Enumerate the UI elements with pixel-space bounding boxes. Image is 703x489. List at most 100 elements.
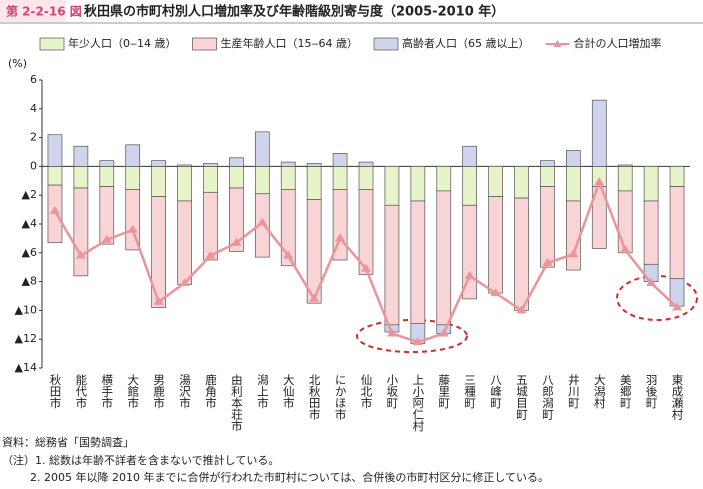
x-tick-label: 仙北市 [360,374,374,409]
x-tick-label: 八郎潟町 [541,374,555,420]
marker [309,293,320,302]
y-tick-label: ▲4 [22,217,37,230]
x-tick-label: にかほ市 [334,374,348,421]
bar [73,166,89,189]
legend-label: 合計の人口増加率 [574,36,662,50]
bar [73,145,89,167]
bar [617,166,633,192]
bar [643,200,659,265]
legend-swatch [192,37,217,51]
note: 2. 2005 年以降 2010 年までに合併が行われた市町村については、合併後… [30,470,549,484]
bar [254,166,270,195]
x-tick-label: 上小阿仁村 [411,374,425,432]
highlight [356,319,468,353]
x-tick-label: 美郷町 [619,373,633,408]
bar [591,186,607,249]
y-tick-label: ▲12 [15,332,37,345]
bar [410,166,426,202]
x-tick-label: 大潟村 [593,373,607,408]
x-tick-label: 秋田市 [48,373,62,409]
bar [203,166,218,193]
legend-swatch [373,37,399,51]
x-tick-label: 羽後町 [645,374,659,409]
bar [540,166,555,187]
bar [514,197,529,311]
bar [151,166,166,197]
marker [438,328,449,337]
bar [151,196,166,308]
x-tick-label: 三種町 [463,374,477,409]
bar [177,200,192,285]
bar [203,191,218,261]
bar [358,161,374,167]
y-unit: (%) [8,57,27,70]
y-tick-label: 2 [30,131,37,144]
bar [99,166,115,187]
bar [514,166,529,199]
bar [306,199,322,304]
bar [488,196,503,294]
marker [153,296,164,305]
bar [73,187,89,277]
bar [617,164,633,167]
bar [229,157,244,167]
bar [669,166,685,187]
bar [306,166,322,200]
y-tick-label: 6 [30,73,37,86]
bar [384,166,400,206]
marker [231,237,242,246]
bar [591,99,607,167]
y-tick-label: ▲10 [15,303,37,316]
legend-label: 年少人口（0‒14 歳） [68,36,177,50]
marker [542,257,553,266]
y-tick-label: ▲2 [22,188,37,201]
y-tick-label: ▲6 [22,246,37,259]
bar [358,166,374,190]
x-tick-label: 井川町 [567,373,581,408]
x-tick-label: 東成瀬村 [671,374,685,420]
x-tick-label: 男鹿市 [152,374,166,409]
marker [257,217,268,226]
bar [125,144,141,167]
marker [594,177,605,186]
bar [566,166,581,202]
marker [490,288,501,297]
bar [566,200,581,271]
marker [179,278,190,287]
marker [335,233,346,242]
x-tick-label: 由利本荘市 [230,373,244,432]
legend-swatch [39,37,65,51]
source: 資料：総務省「国勢調査」 [2,435,134,449]
legend-label: 高齢者人口（65 歳以上） [402,36,530,50]
bar [229,187,244,252]
x-tick-label: 大仙市 [282,373,296,409]
bar [643,166,659,202]
bar [462,204,478,300]
note: （注）1. 総数は年齢不詳者を含まないで推計している。 [2,453,279,467]
marker [568,249,579,258]
bar [462,166,478,206]
bar [332,166,348,190]
bar [280,161,296,167]
x-tick-label: 八峰町 [489,374,503,409]
bar [47,166,63,186]
bar [125,166,141,190]
marker [412,337,423,346]
bar [617,190,633,254]
marker [75,250,86,259]
x-tick-label: 大館市 [126,373,140,409]
marker [386,328,397,337]
bar [462,145,478,167]
bar [540,160,555,167]
legend-marker [553,40,562,47]
y-tick-label: ▲14 [15,361,37,374]
marker [49,206,60,215]
marker [101,234,112,243]
marker [205,250,216,259]
bar [410,200,426,324]
bar [280,189,296,267]
x-tick-label: 能代市 [74,373,88,409]
bar [177,164,192,167]
bar [254,131,270,167]
x-tick-label: 五城目町 [515,374,529,420]
